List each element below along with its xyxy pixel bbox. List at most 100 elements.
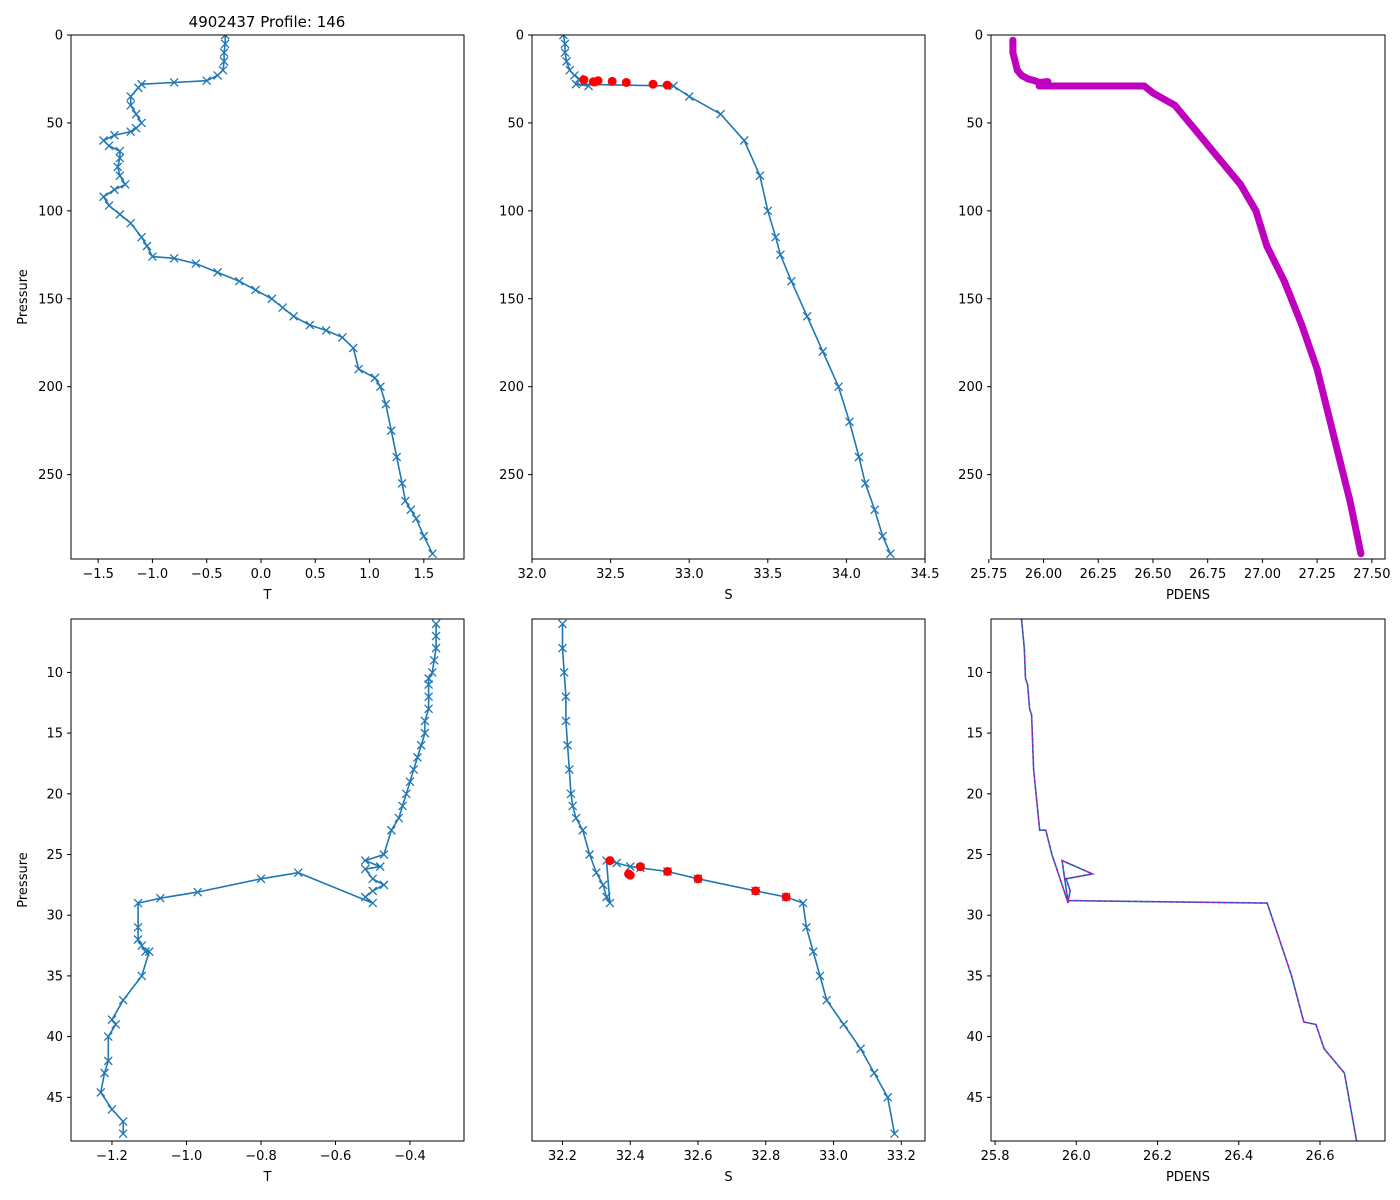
data-point xyxy=(118,1129,128,1139)
axes-frame xyxy=(531,34,926,560)
x-tick-label: 27.50 xyxy=(1353,567,1390,582)
x-tick-label: 26.75 xyxy=(1189,567,1226,582)
data-point xyxy=(591,868,601,878)
data-point xyxy=(428,549,437,559)
x-tick-label: −1.0 xyxy=(137,567,169,582)
y-tick-label: 15 xyxy=(46,727,63,742)
series-line xyxy=(562,35,892,555)
data-point xyxy=(394,813,404,823)
data-point xyxy=(411,514,421,524)
data-point xyxy=(234,276,244,286)
data-point xyxy=(118,1117,128,1127)
data-point xyxy=(305,320,315,330)
x-tick-label: −0.5 xyxy=(191,567,223,582)
data-point xyxy=(103,1056,113,1066)
data-point xyxy=(120,180,130,189)
data-point xyxy=(755,171,765,181)
x-axis-label: T xyxy=(263,1170,272,1185)
data-point xyxy=(834,382,843,392)
data-point xyxy=(419,531,429,541)
x-tick-label: −0.6 xyxy=(320,1149,352,1164)
data-point xyxy=(808,947,818,957)
data-point xyxy=(267,294,277,304)
data-point xyxy=(559,667,569,677)
data-point xyxy=(141,947,150,957)
data-point xyxy=(337,332,347,342)
subplot-top-middle: 32.0 32.5 33.0 33.5 34.0 34.5 0 50 100 150 200 250 S xyxy=(499,29,939,604)
data-point xyxy=(427,667,437,677)
data-point xyxy=(602,892,611,902)
plot-area xyxy=(96,619,441,1139)
data-point xyxy=(431,619,441,629)
data-point xyxy=(558,35,568,40)
y-tick-label: 30 xyxy=(46,909,63,924)
data-point xyxy=(111,1020,121,1029)
plot-area xyxy=(1020,619,1358,1141)
data-point xyxy=(133,83,143,93)
data-point xyxy=(684,92,694,102)
data-point xyxy=(115,209,125,219)
y-tick-label: 45 xyxy=(966,1091,983,1106)
data-point xyxy=(401,789,411,799)
flagged-point xyxy=(621,77,631,87)
data-point xyxy=(429,655,439,665)
data-point xyxy=(113,162,123,172)
x-tick-label: −0.8 xyxy=(245,1149,277,1164)
y-tick-label: 150 xyxy=(499,292,524,307)
y-tick-label: 200 xyxy=(499,380,524,395)
subplot-top-left: −1.5 −1.0 −0.5 0.0 0.5 1.0 1.5 0 50 100 150 200 250 T… xyxy=(16,29,465,603)
data-point xyxy=(118,995,128,1005)
data-point xyxy=(420,716,430,726)
data-point xyxy=(321,325,331,335)
data-point xyxy=(386,426,396,436)
data-point xyxy=(370,373,380,383)
data-point xyxy=(256,874,266,884)
y-tick-label: 0 xyxy=(975,29,983,44)
y-tick-label: 40 xyxy=(46,1030,63,1045)
series-line xyxy=(99,623,437,1134)
y-tick-label: 250 xyxy=(958,468,983,483)
data-point xyxy=(412,752,422,762)
data-point xyxy=(354,364,364,374)
data-point xyxy=(392,452,402,462)
subplot-bottom-right: 25.8 26.0 26.2 26.4 26.6 10 15 20 25 30 35 40 45 PDEN… xyxy=(966,618,1386,1185)
figure-title: 4902437 Profile: 146 xyxy=(189,13,346,31)
data-point xyxy=(213,267,223,277)
flagged-point xyxy=(635,862,645,872)
flagged-point xyxy=(663,867,673,877)
data-point xyxy=(424,680,434,690)
x-tick-label: 32.0 xyxy=(518,567,547,582)
x-tick-label: 26.4 xyxy=(1224,1149,1253,1164)
x-tick-label: 33.2 xyxy=(887,1149,916,1164)
y-tick-label: 20 xyxy=(46,787,63,802)
y-tick-label: 25 xyxy=(46,848,63,863)
y-tick-label: 0 xyxy=(516,29,524,44)
data-point xyxy=(155,893,165,903)
x-tick-label: 26.0 xyxy=(1062,1149,1091,1164)
data-point xyxy=(890,1129,899,1139)
data-point xyxy=(126,100,136,110)
y-tick-label: 100 xyxy=(499,204,524,219)
flagged-point xyxy=(625,870,635,880)
series-line xyxy=(1020,619,1358,1141)
x-tick-label: 32.2 xyxy=(548,1149,577,1164)
data-point xyxy=(558,619,567,629)
data-point xyxy=(137,232,147,242)
data-point xyxy=(115,153,125,163)
data-point xyxy=(716,109,726,119)
data-point xyxy=(564,765,574,774)
x-tick-label: −1.2 xyxy=(96,1149,128,1164)
subplot-grid: −1.5 −1.0 −0.5 0.0 0.5 1.0 1.5050100150200250T… xyxy=(16,29,1390,1186)
x-axis-label: PDENS xyxy=(1166,1170,1210,1185)
axes-frame xyxy=(531,618,926,1142)
data-point xyxy=(131,123,141,133)
data-point xyxy=(739,136,749,145)
data-point xyxy=(822,995,832,1005)
data-point xyxy=(398,801,407,811)
data-point xyxy=(379,880,389,890)
subplot-top-right: 25.75 26.00 26.25 26.50 26.75 27.00 27.25 27.50… xyxy=(958,29,1390,604)
data-point xyxy=(103,1032,113,1042)
x-tick-label: 25.8 xyxy=(981,1149,1010,1164)
plot-area xyxy=(99,35,437,559)
x-axis-label: T xyxy=(263,588,272,603)
